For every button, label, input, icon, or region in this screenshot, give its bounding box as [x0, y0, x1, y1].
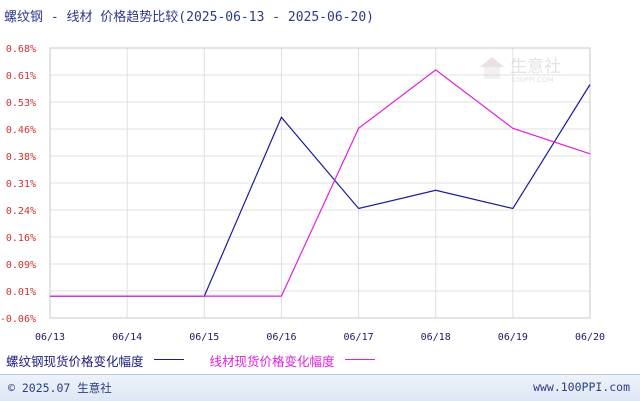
y-axis-labels: 0.68% 0.61% 0.53% 0.46% 0.38% 0.31% 0.24% 0.16%… [0, 44, 36, 325]
y-tick-label: 0.46% [6, 125, 36, 136]
x-tick-label: 06/18 [421, 332, 451, 343]
house-icon [480, 57, 504, 79]
x-tick-label: 06/13 [35, 332, 65, 343]
footer-url[interactable]: www.100PPI.com [533, 380, 630, 394]
legend-swatch-wire-rod [344, 359, 375, 360]
x-tick-label: 06/14 [112, 332, 142, 343]
y-tick-label: 0.16% [6, 233, 36, 244]
y-tick-label: 0.38% [6, 152, 36, 163]
plot-border [49, 47, 591, 319]
watermark-subtext: 100PPI.COM [511, 76, 554, 84]
x-tick-label: 06/17 [344, 332, 374, 343]
y-tick-label: 0.01% [6, 287, 36, 298]
chart-title: 螺纹钢 - 线材 价格趋势比较(2025-06-13 - 2025-06-20) [4, 10, 374, 25]
x-axis-labels: 06/13 06/14 06/15 06/16 06/17 06/18 06/19 06/20 [35, 332, 605, 343]
footer-copyright: © 2025.07 生意社 [8, 381, 112, 395]
chart-svg: 生意社 100PPI.COM 0.68% 0.61% 0.53% 0.46% 0.38%… [0, 44, 605, 343]
series-line-1 [50, 69, 591, 297]
legend-label-wire-rod: 线材现货价格变化幅度 [209, 354, 335, 369]
watermark-text: 生意社 [510, 57, 561, 77]
series-lines [50, 69, 591, 297]
plot-frame [49, 47, 591, 319]
y-tick-label: 0.31% [6, 179, 36, 190]
y-tick-label: 0.53% [6, 98, 36, 109]
y-tick-label: 0.09% [6, 260, 36, 271]
legend-label-rebar: 螺纹钢现货价格变化幅度 [6, 354, 144, 369]
x-tick-label: 06/20 [575, 332, 605, 343]
y-tick-label: 0.61% [6, 71, 36, 82]
legend-swatch-rebar [153, 359, 184, 360]
x-tick-label: 06/16 [266, 332, 296, 343]
grid-lines [49, 47, 591, 319]
x-tick-label: 06/19 [498, 332, 528, 343]
footer-bar: © 2025.07 生意社 www.100PPI.com [0, 374, 640, 401]
x-tick-label: 06/15 [189, 332, 219, 343]
watermark-logo: 生意社 100PPI.COM [480, 57, 561, 84]
y-tick-label: -0.06% [0, 314, 36, 325]
y-tick-label: 0.68% [6, 44, 36, 55]
legend: 螺纹钢现货价格变化幅度 线材现货价格变化幅度 [6, 351, 385, 370]
y-tick-label: 0.24% [6, 206, 36, 217]
